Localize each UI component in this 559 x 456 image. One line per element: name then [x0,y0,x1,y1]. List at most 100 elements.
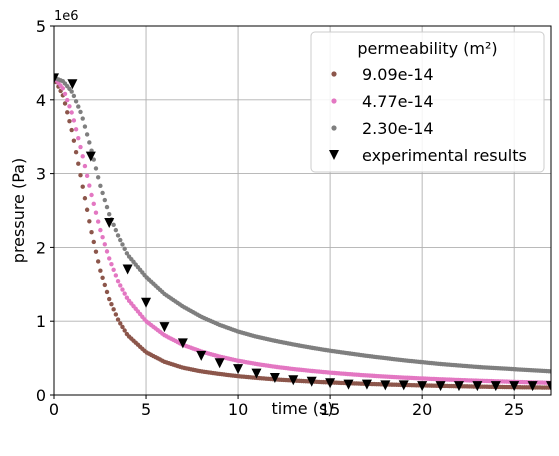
y-scale-multiplier: 1e6 [54,9,79,24]
data-point [104,204,110,210]
data-point [111,267,116,273]
data-point [118,321,123,326]
data-point [71,118,77,123]
data-point [60,86,66,91]
data-point [306,376,317,387]
series-2-30e-14 [54,75,551,374]
x-tick-label: 25 [504,400,524,419]
data-point [62,91,68,97]
data-point [102,242,108,247]
data-point [87,140,92,145]
data-point [98,183,103,189]
data-point [67,104,72,109]
data-point [69,127,74,133]
data-point [124,295,130,300]
data-point [65,97,70,103]
data-point [343,379,354,390]
x-tick-label: 20 [412,400,432,419]
data-point [380,380,391,391]
data-point [100,190,105,196]
legend-items: 9.09e-14 4.77e-14 2.30e-14 experimental res… [329,65,527,165]
legend-item: experimental results [329,146,527,165]
series-4-77e-14 [54,75,551,386]
data-point [233,364,244,375]
data-point [122,246,127,252]
y-axis-label: pressure (Pa) [9,158,28,263]
plot-series [54,73,551,392]
data-point [69,89,74,94]
data-point [89,192,94,198]
legend-title: permeability (m²) [357,39,497,58]
data-point [82,124,88,129]
legend-item: 2.30e-14 [331,119,434,138]
data-point [80,154,85,159]
y-tick-label: 1 [36,312,46,331]
data-point [85,151,96,162]
data-point [361,379,372,390]
y-tick-label: 3 [36,165,46,184]
data-point [115,233,121,238]
data-point [111,222,116,228]
data-point [115,317,121,322]
legend-label: 9.09e-14 [362,65,434,84]
data-point [122,291,127,296]
data-point [91,201,96,207]
data-point [98,268,103,273]
data-point [177,338,188,349]
data-point [398,380,409,391]
axes-frame [53,25,552,396]
data-point [93,210,99,215]
data-point [95,259,101,264]
data-point [84,132,90,137]
data-point [120,287,125,292]
data-point [109,261,114,267]
data-point [107,256,112,261]
data-point [113,227,119,233]
data-point [69,110,74,115]
data-point [104,289,110,295]
data-point [91,157,96,162]
data-point [120,324,125,330]
data-point [87,183,92,188]
data-point [251,368,262,379]
x-tick-label: 15 [320,400,340,419]
legend-marker [331,98,337,104]
data-point [120,242,125,247]
data-point [107,296,112,302]
legend-label: 4.77e-14 [362,92,434,111]
data-point [111,307,116,312]
data-point [54,73,59,84]
data-point [93,166,99,171]
legend-marker [329,150,339,160]
data-point [288,375,299,386]
y-tick-label: 4 [36,91,46,110]
data-point [89,229,94,235]
data-point [78,109,83,115]
data-point [98,227,103,233]
data-point [472,381,483,392]
data-point [115,278,121,284]
legend: permeability (m²) 9.09e-14 4.77e-14 2.30e-… [310,31,545,173]
x-tick-label: 10 [228,400,248,419]
data-point [71,93,77,99]
data-point [62,101,68,106]
data-point [84,173,90,179]
data-point [78,144,83,150]
legend-item: 4.77e-14 [331,92,434,111]
data-point [113,312,119,317]
data-point [71,138,77,143]
legend-item: 9.09e-14 [331,65,434,84]
data-point [269,373,280,384]
data-point [104,249,110,254]
data-point [122,328,127,333]
data-point [95,219,101,224]
data-point [104,218,115,229]
data-point [87,219,92,224]
x-axis-label: time (s) [271,399,333,418]
data-point [159,322,170,333]
data-point [80,116,85,121]
legend-label: 2.30e-14 [362,119,434,138]
data-point [141,297,152,308]
data-point [453,381,464,392]
data-point [100,235,105,240]
